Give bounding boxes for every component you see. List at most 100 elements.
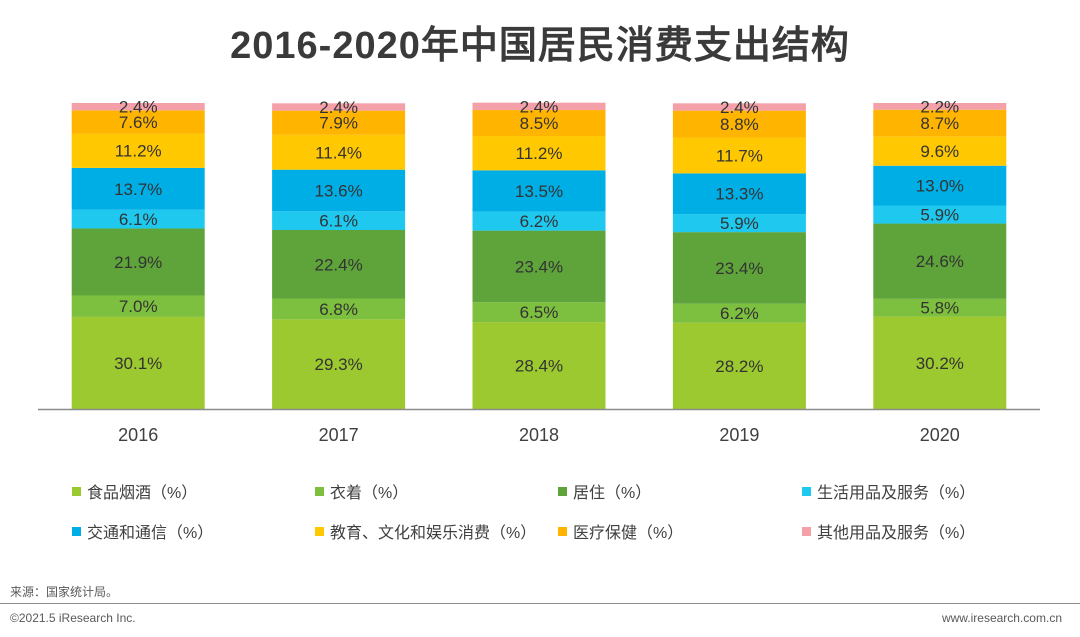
data-label-2016-0: 30.1% bbox=[114, 354, 162, 373]
data-label-2019-0: 28.2% bbox=[715, 357, 763, 376]
legend-item-0: 食品烟酒（%） bbox=[72, 479, 197, 503]
x-tick-label-2019: 2019 bbox=[719, 425, 759, 445]
legend-item-4: 交通和通信（%） bbox=[72, 519, 213, 543]
data-label-2020-4: 13.0% bbox=[916, 177, 964, 196]
data-label-2018-3: 6.2% bbox=[520, 212, 559, 231]
data-label-2017-1: 6.8% bbox=[319, 300, 358, 319]
legend-label: 衣着（%） bbox=[330, 485, 409, 502]
legend-label: 其他用品及服务（%） bbox=[817, 525, 976, 542]
legend-swatch bbox=[802, 526, 811, 536]
data-label-2019-7: 2.4% bbox=[720, 98, 759, 117]
legend-swatch bbox=[72, 526, 81, 536]
data-label-2020-2: 24.6% bbox=[916, 252, 964, 271]
legend-label: 交通和通信（%） bbox=[87, 525, 214, 542]
bar-segment-2017-1 bbox=[272, 298, 406, 320]
bar-segment-2016-0 bbox=[71, 316, 205, 409]
legend-label: 医疗保健（%） bbox=[573, 525, 684, 542]
data-label-2018-7: 2.4% bbox=[520, 97, 559, 116]
bar-segment-2019-4 bbox=[672, 173, 806, 215]
data-label-2019-1: 6.2% bbox=[720, 304, 759, 323]
data-label-2019-5: 11.7% bbox=[716, 146, 763, 165]
data-label-2018-1: 6.5% bbox=[520, 303, 559, 322]
data-label-2017-0: 29.3% bbox=[314, 355, 362, 374]
bar-segment-2020-0 bbox=[873, 316, 1007, 409]
bar-segment-2020-5 bbox=[873, 136, 1007, 166]
bar-segment-2016-1 bbox=[71, 295, 205, 317]
data-label-2018-4: 13.5% bbox=[515, 182, 563, 201]
data-label-2020-1: 5.8% bbox=[920, 299, 959, 318]
data-label-2017-5: 11.4% bbox=[315, 143, 362, 162]
data-label-2017-3: 6.1% bbox=[319, 212, 358, 231]
stacked-bar-chart: 30.1%7.0%21.9%6.1%13.7%11.2%7.6%2.4%2016… bbox=[38, 97, 1040, 445]
data-label-2016-6: 7.6% bbox=[119, 113, 158, 132]
data-label-2020-6: 8.7% bbox=[920, 114, 959, 133]
data-label-2020-7: 2.2% bbox=[920, 97, 959, 116]
legend-swatch bbox=[558, 486, 567, 496]
data-label-2018-5: 11.2% bbox=[516, 144, 563, 163]
legend-item-6: 医疗保健（%） bbox=[558, 519, 683, 543]
legend-item-3: 生活用品及服务（%） bbox=[802, 479, 975, 503]
x-tick-label-2017: 2017 bbox=[319, 425, 359, 445]
website: www.iresearch.com.cn bbox=[941, 611, 1062, 625]
legend-label: 教育、文化和娱乐消费（%） bbox=[330, 525, 537, 542]
bar-segment-2018-4 bbox=[472, 170, 606, 212]
legend-label: 生活用品及服务（%） bbox=[817, 485, 976, 502]
bar-segment-2018-0 bbox=[472, 322, 606, 409]
bar-segment-2016-5 bbox=[71, 133, 205, 168]
bar-segment-2018-2 bbox=[472, 230, 606, 303]
legend-label: 食品烟酒（%） bbox=[87, 485, 198, 502]
data-label-2019-2: 23.4% bbox=[715, 259, 763, 278]
chart-title: 2016-2020年中国居民消费支出结构 bbox=[230, 25, 850, 67]
bar-segment-2018-1 bbox=[472, 302, 606, 323]
data-label-2019-3: 5.9% bbox=[720, 214, 759, 233]
data-label-2016-2: 21.9% bbox=[114, 253, 162, 272]
legend-swatch bbox=[315, 526, 324, 536]
bar-segment-2020-4 bbox=[873, 165, 1007, 206]
bar-segment-2019-7 bbox=[672, 103, 806, 111]
data-label-2017-7: 2.4% bbox=[319, 98, 358, 117]
data-label-2016-5: 11.2% bbox=[115, 142, 162, 161]
legend-swatch bbox=[72, 486, 81, 496]
bar-segment-2017-2 bbox=[272, 229, 406, 299]
bar-segment-2016-6 bbox=[71, 110, 205, 134]
legend-item-7: 其他用品及服务（%） bbox=[802, 519, 975, 543]
data-label-2017-6: 7.9% bbox=[319, 114, 358, 133]
legend-item-1: 衣着（%） bbox=[315, 479, 408, 503]
data-label-2018-2: 23.4% bbox=[515, 257, 563, 276]
data-label-2016-1: 7.0% bbox=[119, 297, 158, 316]
bar-segment-2017-5 bbox=[272, 134, 406, 170]
data-label-2016-4: 13.7% bbox=[114, 180, 162, 199]
data-label-2017-4: 13.6% bbox=[314, 182, 362, 201]
legend-item-2: 居住（%） bbox=[558, 479, 651, 503]
legend-swatch bbox=[315, 486, 324, 496]
bar-segment-2019-2 bbox=[672, 232, 806, 304]
data-label-2019-4: 13.3% bbox=[715, 185, 763, 204]
bar-segment-2017-0 bbox=[272, 319, 406, 409]
bar-segment-2020-7 bbox=[873, 103, 1007, 110]
footer-divider bbox=[0, 603, 1080, 604]
bar-segment-2020-6 bbox=[873, 109, 1007, 137]
bar-segment-2017-7 bbox=[272, 103, 406, 111]
bar-segment-2018-6 bbox=[472, 110, 606, 137]
copyright: ©2021.5 iResearch Inc. bbox=[10, 611, 136, 625]
bar-segment-2020-2 bbox=[873, 223, 1007, 299]
legend-item-5: 教育、文化和娱乐消费（%） bbox=[315, 519, 536, 543]
data-label-2020-5: 9.6% bbox=[920, 142, 959, 161]
bar-segment-2019-5 bbox=[672, 137, 806, 174]
bar-segment-2016-3 bbox=[71, 209, 205, 229]
data-label-2018-0: 28.4% bbox=[515, 357, 563, 376]
x-tick-label-2020: 2020 bbox=[920, 425, 960, 445]
bar-segment-2018-7 bbox=[472, 102, 606, 111]
bar-segment-2019-1 bbox=[672, 303, 806, 323]
legend-label: 居住（%） bbox=[573, 485, 652, 502]
bar-segment-2017-4 bbox=[272, 169, 406, 212]
x-tick-label-2018: 2018 bbox=[519, 425, 559, 445]
bar-segment-2017-6 bbox=[272, 110, 406, 135]
data-label-2019-6: 8.8% bbox=[720, 115, 759, 134]
bar-segment-2018-3 bbox=[472, 211, 606, 231]
bar-segment-2016-2 bbox=[71, 228, 205, 296]
bar-segment-2017-3 bbox=[272, 211, 406, 230]
bar-segment-2019-0 bbox=[672, 322, 806, 409]
data-label-2020-0: 30.2% bbox=[916, 354, 964, 373]
bar-segment-2020-3 bbox=[873, 205, 1007, 224]
